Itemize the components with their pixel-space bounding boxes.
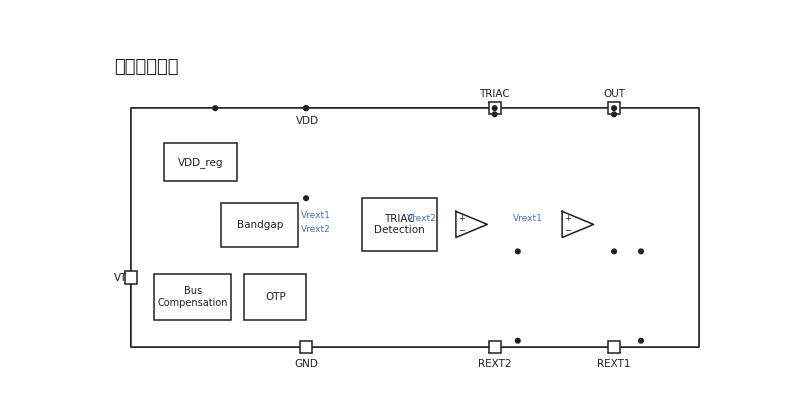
Bar	[300, 341, 312, 353]
Bar	[222, 203, 298, 247]
Bar	[362, 198, 437, 251]
Circle shape	[213, 106, 218, 110]
Text: REXT1: REXT1	[598, 359, 631, 369]
Bar	[608, 102, 620, 114]
Text: VDD_reg: VDD_reg	[178, 157, 223, 168]
Bar	[489, 341, 501, 353]
Text: +: +	[458, 214, 465, 223]
Circle shape	[492, 106, 497, 110]
Text: GND: GND	[294, 359, 318, 369]
Circle shape	[638, 249, 643, 254]
Bar	[245, 274, 306, 320]
Text: Bus
Compensation: Bus Compensation	[158, 286, 228, 307]
Circle shape	[492, 112, 497, 117]
Circle shape	[515, 339, 520, 343]
Circle shape	[612, 249, 616, 254]
Circle shape	[304, 106, 308, 110]
Text: Vrext2: Vrext2	[407, 214, 437, 223]
Circle shape	[515, 249, 520, 254]
Text: −: −	[564, 226, 571, 235]
Circle shape	[304, 106, 308, 110]
Circle shape	[638, 339, 643, 343]
Text: Vrext2: Vrext2	[301, 225, 330, 234]
Circle shape	[304, 196, 308, 200]
Text: Vrext1: Vrext1	[301, 211, 330, 220]
Text: 内部功能框图: 内部功能框图	[114, 58, 179, 76]
Text: +: +	[564, 214, 571, 223]
Text: Bandgap: Bandgap	[237, 220, 283, 230]
Circle shape	[612, 112, 616, 117]
Bar	[489, 102, 501, 114]
Bar	[125, 271, 138, 284]
Text: VDD: VDD	[296, 116, 319, 126]
Bar	[163, 143, 237, 181]
Text: −: −	[458, 226, 465, 235]
Text: TRIAC: TRIAC	[479, 89, 510, 99]
Circle shape	[612, 106, 616, 110]
Bar	[154, 274, 231, 320]
Text: TRIAC
Detection: TRIAC Detection	[374, 214, 425, 235]
Text: OUT: OUT	[603, 89, 625, 99]
Text: OTP: OTP	[265, 292, 286, 302]
Bar	[608, 341, 620, 353]
Text: REXT2: REXT2	[478, 359, 511, 369]
Text: VT: VT	[114, 273, 127, 283]
Bar	[131, 108, 698, 347]
Text: Vrext1: Vrext1	[513, 214, 543, 223]
